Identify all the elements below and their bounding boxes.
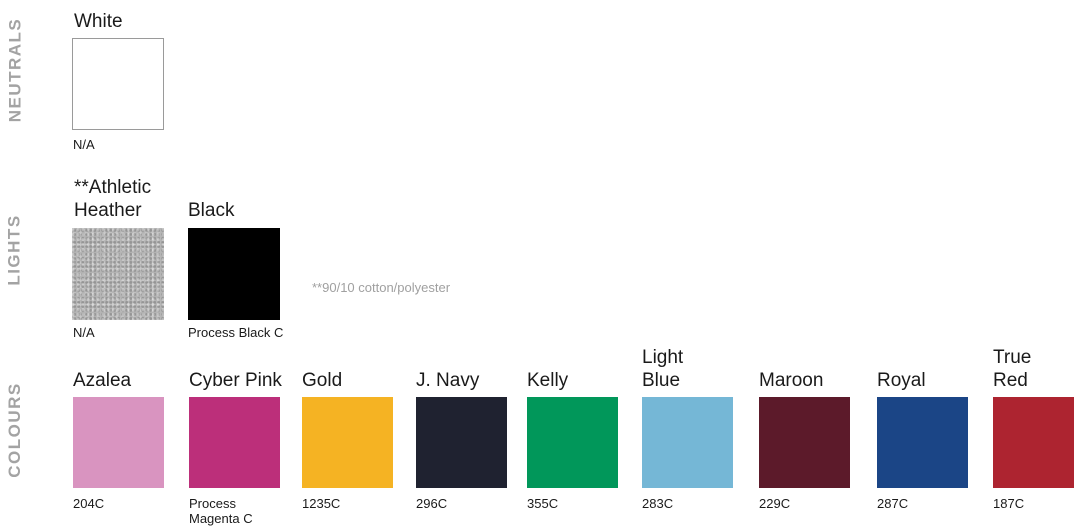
pantone-code: 229C [759,496,791,511]
swatch-name: True Red [993,347,1032,391]
color-swatch[interactable] [527,397,618,488]
color-swatch[interactable] [189,397,280,488]
pantone-code: 187C [993,496,1025,511]
pantone-code: 1235C [302,496,341,511]
pantone-code: 283C [642,496,674,511]
pantone-code: 287C [877,496,909,511]
color-swatch[interactable] [72,38,164,130]
color-swatch[interactable] [302,397,393,488]
swatch-name: J. Navy [416,370,480,391]
fabric-note: **90/10 cotton/polyester [312,280,451,295]
category-colours: COLOURS [0,360,30,500]
swatch-name: Royal [877,370,926,391]
category-neutrals: NEUTRALS [0,5,30,135]
color-swatch[interactable] [993,397,1074,488]
swatch-name: Gold [302,370,343,391]
swatch-name: Azalea [73,370,132,391]
pantone-code: Process Magenta C [189,496,253,526]
swatch-name: White [74,11,123,32]
pantone-code: Process Black C [188,325,284,340]
category-neutrals-label: NEUTRALS [5,17,24,123]
color-swatch[interactable] [759,397,850,488]
pantone-code: 355C [527,496,559,511]
color-swatch[interactable] [877,397,968,488]
color-swatch[interactable] [416,397,507,488]
category-colours-label: COLOURS [5,382,24,478]
color-swatch[interactable] [73,397,164,488]
swatch-name: Light Blue [642,347,684,391]
category-lights: LIGHTS [0,195,30,305]
swatch-name: Black [188,200,235,221]
swatch-name: Kelly [527,370,569,391]
pantone-code: N/A [73,137,95,152]
color-swatch[interactable] [72,228,164,320]
swatch-name: Maroon [759,370,824,391]
swatch-name: **Athletic Heather [74,177,152,221]
pantone-code: N/A [73,325,95,340]
color-swatch[interactable] [188,228,280,320]
pantone-code: 296C [416,496,448,511]
category-lights-label: LIGHTS [5,214,24,286]
swatch-name: Cyber Pink [189,370,282,391]
color-swatch[interactable] [642,397,733,488]
pantone-code: 204C [73,496,105,511]
